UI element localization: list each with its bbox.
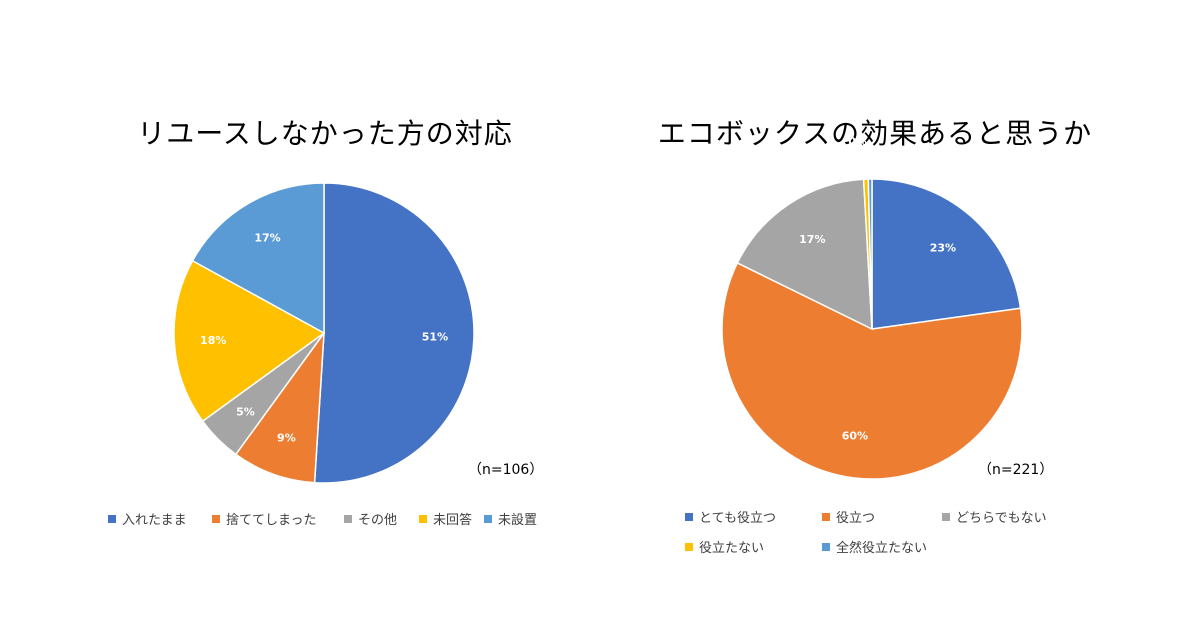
sample-size-label: （n=221） <box>978 462 1054 478</box>
legend-label: 入れたまま <box>122 513 187 528</box>
legend-item: 未設置 <box>484 509 537 528</box>
legend-label: どちらでもない <box>956 511 1047 526</box>
chart-title: エコボックスの効果あると思うか <box>657 117 1093 150</box>
legend-item: 捨ててしまった <box>212 509 316 528</box>
legend-item: とても役立つ <box>685 507 776 526</box>
legend-swatch <box>484 514 492 523</box>
pie-chart: 51% 9% 5% 18% 17% <box>173 182 475 484</box>
pie-slice-4 <box>173 259 326 423</box>
legend-label: 役立たない <box>699 541 765 556</box>
legend-swatch <box>108 514 116 523</box>
pie-chart: 23% 60% 17% 0% <box>721 135 1023 480</box>
legend-swatch <box>685 542 693 551</box>
legend-label: 未設置 <box>498 513 538 528</box>
legend-label: 捨ててしまった <box>226 513 317 528</box>
sample-size-label: （n=106） <box>468 462 544 478</box>
legend-swatch <box>685 512 693 521</box>
slice-data-label: 60% <box>842 430 868 443</box>
slice-data-label: 51% <box>422 330 448 343</box>
pie-slice-1 <box>313 182 475 484</box>
legend-label: その他 <box>358 513 398 528</box>
pie-slice-2 <box>234 330 325 484</box>
legend-label: 未回答 <box>433 513 473 528</box>
pie-slice-3 <box>736 178 873 331</box>
legend-item: 入れたまま <box>108 509 187 528</box>
legend-swatch <box>419 514 427 523</box>
legend-swatch <box>942 512 950 521</box>
chart-title: リユースしなかった方の対応 <box>137 117 513 150</box>
legend-item: その他 <box>344 509 397 528</box>
legend-item: 役立つ <box>822 507 875 526</box>
legend-item: 未回答 <box>419 509 472 528</box>
slice-data-label: 17% <box>254 231 280 244</box>
slice-data-label: 18% <box>200 334 226 347</box>
legend-label: とても役立つ <box>699 511 776 526</box>
legend-item: 役立たない <box>685 537 764 556</box>
legend-label: 全然役立たない <box>836 541 928 556</box>
slice-data-label: 17% <box>799 233 825 246</box>
slice-data-label: 5% <box>236 405 255 418</box>
legend-item: どちらでもない <box>942 507 1047 526</box>
slice-data-label: 9% <box>277 431 296 444</box>
legend-swatch <box>212 514 220 523</box>
legend-label: 役立つ <box>836 511 876 526</box>
legend-item: 全然役立たない <box>822 537 927 556</box>
pie-slice-1 <box>871 178 1022 330</box>
pie-slice-5 <box>867 178 873 330</box>
pie-slice-5 <box>191 182 325 335</box>
pie-slice-2 <box>721 261 1023 480</box>
chart-reuse-response: リユースしなかった方の対応 51% 9% 5% 18% 17% （n=106） 入れたま… <box>90 0 560 629</box>
chart-ecobox-effect: エコボックスの効果あると思うか 23% 60% 17% 0% （n=221） とても役… <box>615 0 1135 629</box>
slice-data-label: 0% <box>848 135 867 148</box>
legend-swatch <box>822 512 830 521</box>
legend-swatch <box>822 542 830 551</box>
legend-swatch <box>344 514 352 523</box>
slice-data-label: 23% <box>930 242 956 255</box>
